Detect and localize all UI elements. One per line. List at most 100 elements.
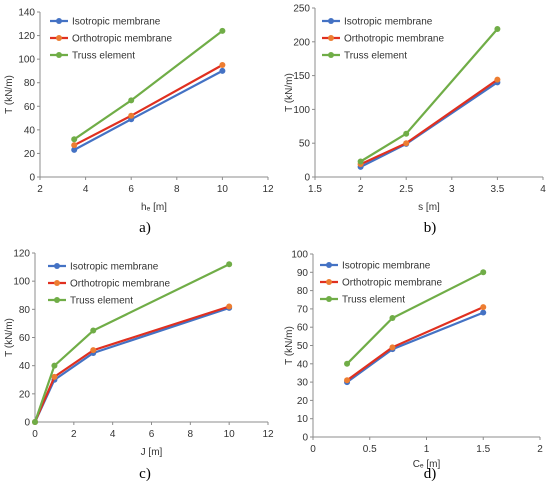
chart-1-truss-element-point xyxy=(128,97,135,104)
chart-4-y-tick-label: 50 xyxy=(297,341,309,352)
chart-1-y-tick-label: 100 xyxy=(18,55,35,66)
chart-3-series-isotropic-membrane-line xyxy=(34,306,230,423)
chart-1-caption: a) xyxy=(139,220,151,236)
chart-4-x-tick-label: 0 xyxy=(310,444,316,455)
chart-4-y-tick-label: 0 xyxy=(302,433,308,444)
chart-1-x-tick-label: 6 xyxy=(128,184,134,195)
chart-4-caption: d) xyxy=(424,466,437,482)
chart-3-y-tick-label: 0 xyxy=(24,418,30,429)
chart-4-orthotropic-membrane-point xyxy=(344,377,351,384)
chart-2-x-tick-label: 2 xyxy=(358,184,364,195)
chart-1-y-tick-label: 120 xyxy=(18,31,35,42)
chart-4-y-tick-label: 90 xyxy=(297,268,309,279)
chart-4-y-tick-label: 40 xyxy=(297,359,309,370)
chart-4-legend-label-orthotropic-membrane: Orthotropic membrane xyxy=(342,278,442,289)
chart-1-truss-element-point xyxy=(219,27,226,34)
chart-4-legend-marker-truss-element xyxy=(326,296,332,302)
chart-1-series-truss-element-line xyxy=(73,30,224,141)
chart-4-x-tick-label: 2 xyxy=(537,444,543,455)
chart-2-truss-element-point xyxy=(494,25,501,32)
chart-1-y-tick-label: 60 xyxy=(24,102,36,113)
chart-3-series-orthotropic-membrane-line xyxy=(33,305,230,423)
chart-1-isotropic-membrane-point xyxy=(219,67,226,74)
chart-3-x-tick-label: 10 xyxy=(224,429,236,440)
chart-3-y-tick-label: 60 xyxy=(19,333,31,344)
chart-2-orthotropic-membrane-point xyxy=(494,76,501,83)
chart-3-y-tick-label: 120 xyxy=(13,249,30,260)
chart-3-x-tick-label: 8 xyxy=(188,429,194,440)
chart-4-x-axis-label: Cₑ [m] xyxy=(413,459,441,470)
chart-2-x-tick-label: 1.5 xyxy=(308,184,322,195)
chart-2-caption: b) xyxy=(424,220,437,236)
chart-3-y-tick-label: 100 xyxy=(13,277,30,288)
chart-3-legend-label-isotropic-membrane: Isotropic membrane xyxy=(70,262,159,273)
chart-2-series-orthotropic-membrane-line xyxy=(360,78,499,166)
chart-4-legend-label-truss-element: Truss element xyxy=(342,295,405,306)
chart-2-truss-element-point xyxy=(357,158,364,165)
chart-4-x-tick-label: 1 xyxy=(424,444,430,455)
chart-1-truss-element-point xyxy=(71,136,78,143)
chart-4-y-tick-label: 30 xyxy=(297,378,309,389)
chart-1-x-tick-label: 8 xyxy=(174,184,180,195)
chart-4-y-tick-label: 10 xyxy=(297,414,309,425)
chart-4-y-tick-label: 70 xyxy=(297,304,309,315)
chart-1-legend: Isotropic membrane Orthotropic membrane Tr… xyxy=(50,17,172,62)
chart-2-truss-element-point xyxy=(403,130,410,137)
chart-2-legend-marker-truss-element xyxy=(328,52,334,58)
chart-2-legend-label-orthotropic-membrane: Orthotropic membrane xyxy=(344,34,444,45)
chart-2-legend: Isotropic membrane Orthotropic membrane Tr… xyxy=(322,17,444,62)
chart-2-legend-label-isotropic-membrane: Isotropic membrane xyxy=(344,17,433,28)
chart-2-y-tick-label: 100 xyxy=(293,105,310,116)
chart-1-x-tick-label: 12 xyxy=(262,184,274,195)
chart-3-y-axis-label: T (kN/m) xyxy=(4,318,15,357)
chart-3-x-tick-label: 0 xyxy=(32,429,38,440)
chart-3-y-tick-label: 20 xyxy=(19,389,31,400)
chart-2-legend-marker-isotropic-membrane xyxy=(328,18,334,24)
chart-2-x-tick-label: 4 xyxy=(540,184,546,195)
chart-1-series-isotropic-membrane-line xyxy=(73,69,223,151)
chart-1-y-tick-label: 140 xyxy=(18,8,35,19)
chart-3-legend-marker-isotropic-membrane xyxy=(54,263,60,269)
chart-4-legend-marker-isotropic-membrane xyxy=(326,262,332,268)
chart-3-truss-element-point xyxy=(32,419,38,425)
chart-4-x-tick-label: 0.5 xyxy=(363,444,377,455)
chart-1-legend-marker-orthotropic-membrane xyxy=(56,35,62,41)
chart-1-legend-label-isotropic-membrane: Isotropic membrane xyxy=(72,17,161,28)
chart-4-legend-marker-orthotropic-membrane xyxy=(326,279,332,285)
chart-1-orthotropic-membrane-point xyxy=(128,112,135,119)
chart-4-legend-label-isotropic-membrane: Isotropic membrane xyxy=(342,261,431,272)
chart-2-x-tick-label: 3.5 xyxy=(490,184,504,195)
chart-1-orthotropic-membrane-point xyxy=(71,142,78,149)
chart-3-y-tick-label: 80 xyxy=(19,305,31,316)
chart-3-legend-marker-orthotropic-membrane xyxy=(54,280,60,286)
chart-2: 1.5 2 2.5 3 3.5 4 0 50 100 150 200 250 s [m] T (kN/m)… xyxy=(284,4,546,237)
chart-3-x-tick-label: 6 xyxy=(149,429,155,440)
chart-1-legend-marker-truss-element xyxy=(56,52,62,58)
chart-4-truss-element-point xyxy=(344,360,351,367)
chart-1-legend-label-truss-element: Truss element xyxy=(72,51,135,62)
chart-1-legend-label-orthotropic-membrane: Orthotropic membrane xyxy=(72,34,172,45)
chart-3-legend-label-truss-element: Truss element xyxy=(70,296,133,307)
chart-1-x-tick-label: 10 xyxy=(217,184,229,195)
chart-3-caption: c) xyxy=(139,466,151,482)
chart-2-x-axis-label: s [m] xyxy=(418,202,440,213)
chart-4-orthotropic-membrane-point xyxy=(389,344,396,351)
chart-4-truss-element-point xyxy=(480,269,487,276)
chart-1-y-tick-label: 40 xyxy=(24,125,36,136)
chart-4-y-tick-label: 20 xyxy=(297,396,309,407)
chart-3-x-tick-label: 12 xyxy=(262,429,274,440)
chart-3-truss-element-point xyxy=(226,261,233,268)
chart-4-isotropic-membrane-point xyxy=(480,309,487,316)
chart-1-y-axis-label: T (kN/m) xyxy=(4,75,15,114)
chart-2-y-tick-label: 0 xyxy=(304,173,310,184)
chart-4-y-tick-label: 80 xyxy=(297,286,309,297)
chart-3-legend: Isotropic membrane Orthotropic membrane Tr… xyxy=(48,262,170,307)
chart-2-legend-label-truss-element: Truss element xyxy=(344,51,407,62)
chart-3-truss-element-point xyxy=(90,327,97,334)
chart-1-y-tick-label: 80 xyxy=(24,78,36,89)
chart-2-y-tick-label: 50 xyxy=(299,139,311,150)
